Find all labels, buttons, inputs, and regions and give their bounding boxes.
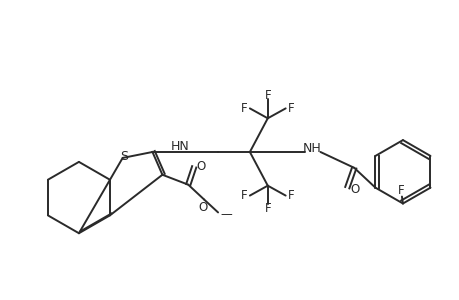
Text: F: F bbox=[240, 102, 246, 115]
Text: F: F bbox=[288, 102, 294, 115]
Text: F: F bbox=[264, 202, 270, 215]
Text: S: S bbox=[119, 150, 127, 164]
Text: F: F bbox=[397, 184, 403, 197]
Text: —: — bbox=[220, 208, 231, 221]
Text: F: F bbox=[264, 89, 270, 102]
Text: NH: NH bbox=[302, 142, 321, 154]
Text: O: O bbox=[350, 183, 359, 196]
Text: HN: HN bbox=[171, 140, 189, 152]
Text: F: F bbox=[240, 189, 246, 202]
Text: O: O bbox=[196, 160, 205, 173]
Text: F: F bbox=[288, 189, 294, 202]
Text: O: O bbox=[198, 201, 207, 214]
